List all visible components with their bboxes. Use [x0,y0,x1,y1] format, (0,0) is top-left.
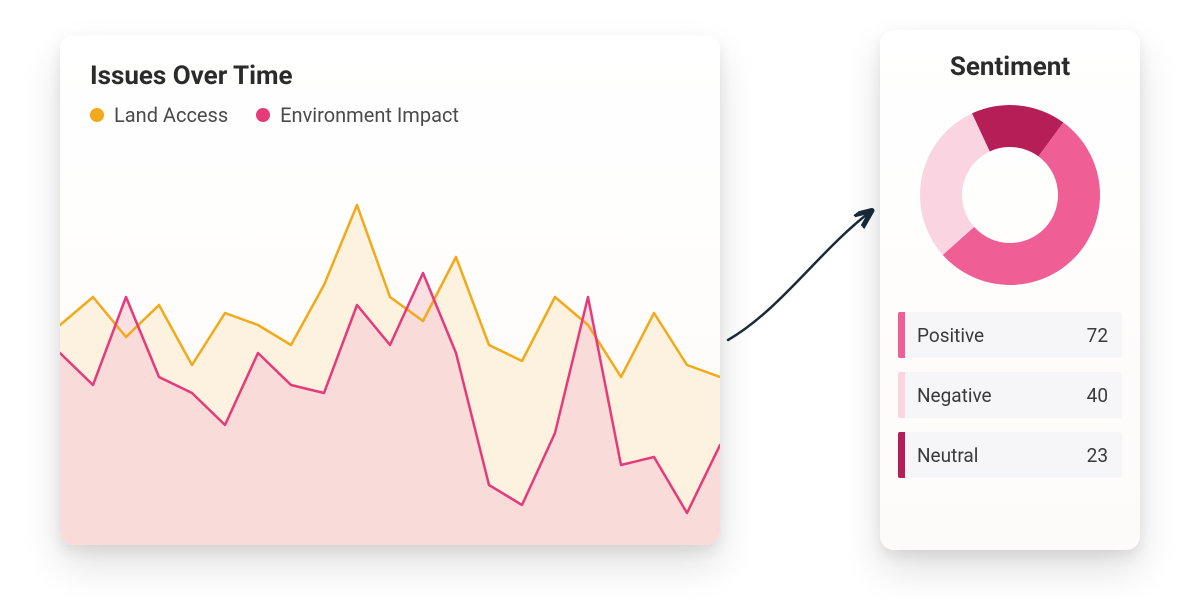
sentiment-list: Positive 72 Negative 40 Neutral 23 [898,312,1122,478]
sentiment-donut-chart [915,100,1105,290]
sentiment-row-positive: Positive 72 [898,312,1122,358]
row-color-bar-icon [898,372,905,418]
row-label: Positive [917,324,1087,347]
arrow-icon [720,200,890,350]
issues-over-time-card: Issues Over Time Land Access Environment… [60,35,720,545]
legend-item-land-access: Land Access [90,103,228,127]
legend-label: Environment Impact [280,103,459,127]
legend-dot-icon [90,108,104,122]
row-value: 40 [1087,384,1108,407]
legend-dot-icon [256,108,270,122]
row-value: 23 [1087,444,1108,467]
row-color-bar-icon [898,432,905,478]
row-value: 72 [1087,324,1108,347]
sentiment-title: Sentiment [880,52,1140,82]
row-color-bar-icon [898,312,905,358]
legend-label: Land Access [114,103,228,127]
sentiment-row-neutral: Neutral 23 [898,432,1122,478]
issues-area-chart [60,145,720,545]
legend-item-environment-impact: Environment Impact [256,103,459,127]
row-label: Negative [917,384,1087,407]
issues-legend: Land Access Environment Impact [90,103,459,127]
issues-title: Issues Over Time [90,61,293,91]
sentiment-row-negative: Negative 40 [898,372,1122,418]
sentiment-card: Sentiment Positive 72 Negative 40 Neutra… [880,30,1140,550]
row-label: Neutral [917,444,1087,467]
